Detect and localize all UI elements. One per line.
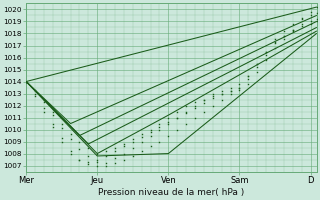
X-axis label: Pression niveau de la mer( hPa ): Pression niveau de la mer( hPa ) <box>98 188 244 197</box>
